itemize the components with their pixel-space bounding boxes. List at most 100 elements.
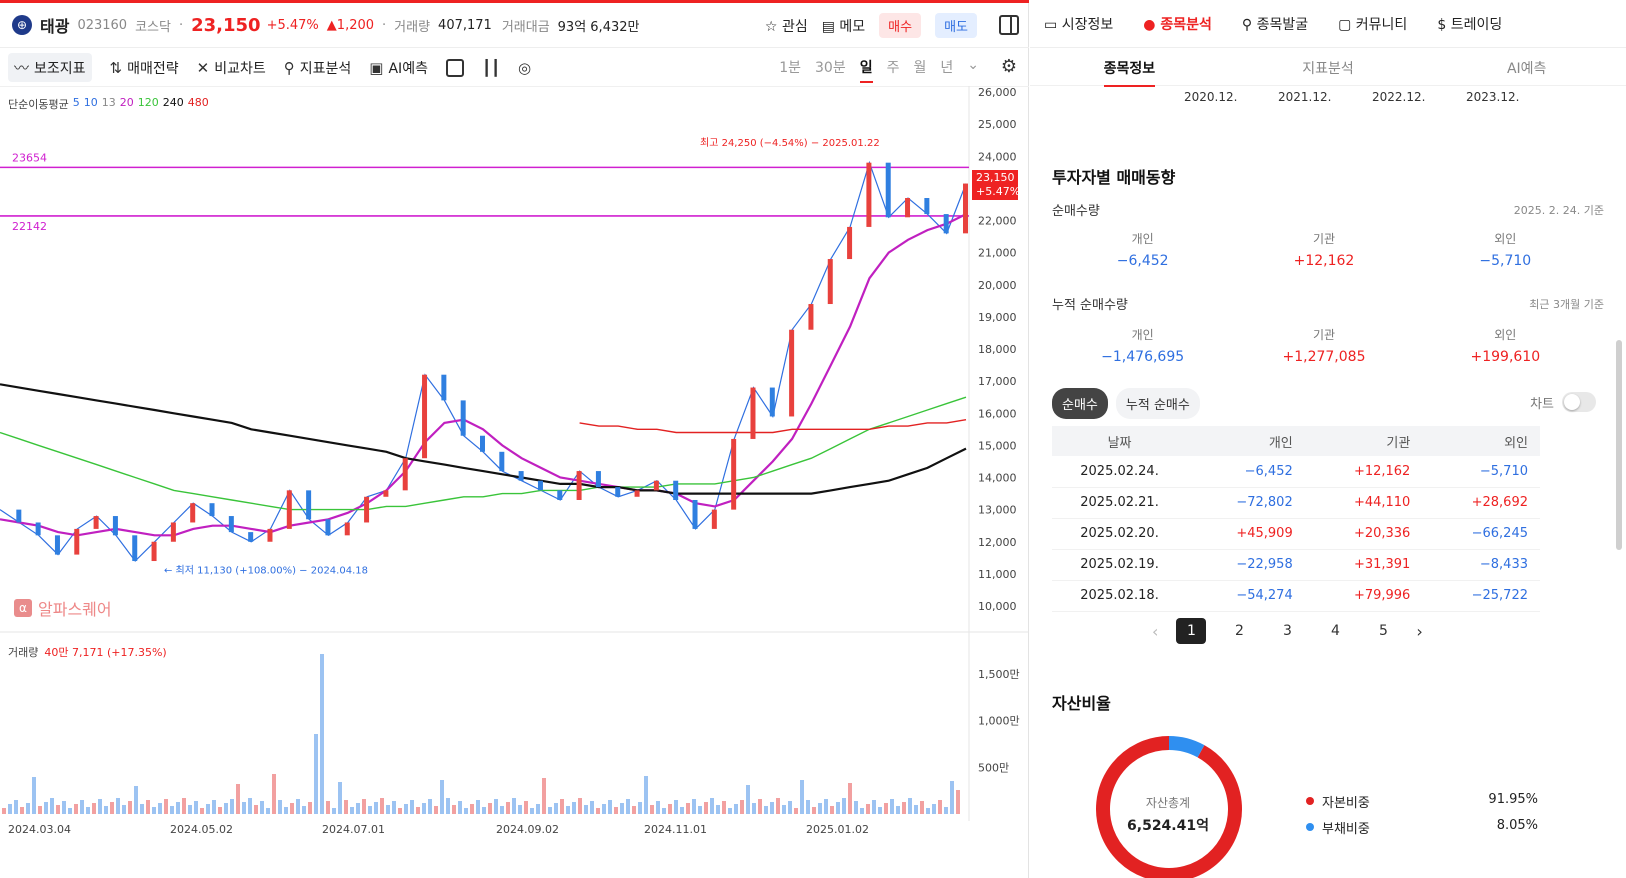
legend-value: 8.05% — [1496, 818, 1538, 833]
chart-toolbar: 〰 보조지표 ⇅ 매매전략 ✕ 비교차트 ⚲ 지표분석 ▣ AI예측 ┃┃ ◎ 1분 30… — [0, 49, 1029, 87]
asset-legend-equity: 자본비중 91.95% — [1306, 792, 1538, 811]
prev-page-icon[interactable]: ‹ — [1152, 621, 1159, 641]
volume-bar — [38, 806, 42, 814]
candle — [402, 458, 408, 491]
seg-net-buy[interactable]: 순매수 — [1052, 388, 1108, 419]
candle — [827, 259, 833, 305]
kv-value: +199,610 — [1470, 349, 1541, 365]
year-label: 2020.12. — [1184, 90, 1238, 104]
seg-cum-net-buy[interactable]: 누적 순매수 — [1115, 388, 1200, 419]
asset-section-title: 자산비율 — [1052, 694, 1111, 713]
buy-button[interactable]: 매수 — [879, 13, 922, 38]
period-30min[interactable]: 30분 — [815, 60, 846, 76]
kv-value: +1,277,085 — [1282, 349, 1366, 365]
y-tick-label: 11,000 — [978, 568, 1017, 581]
ma-legend-item: 120 — [137, 96, 159, 109]
volume-tick-label: 1,000만 — [978, 715, 1020, 728]
volume-bar — [944, 807, 948, 814]
cum-individual: 개인 −1,476,695 — [1052, 326, 1233, 365]
volume-bar — [338, 782, 342, 814]
volume-bar — [848, 783, 852, 814]
gear-icon[interactable]: ⚙ — [1000, 56, 1017, 77]
candle — [460, 400, 466, 436]
page-4[interactable]: 4 — [1330, 623, 1340, 639]
y-tick-label: 20,000 — [978, 279, 1017, 292]
volume-bar — [8, 804, 12, 814]
volume-bar — [344, 800, 348, 814]
table-cell: 2025.02.19. — [1052, 549, 1188, 581]
tool-analysis[interactable]: ⚲ 지표분석 — [284, 58, 352, 78]
table-cell: +79,996 — [1304, 580, 1423, 612]
volume-bar — [128, 801, 132, 814]
price-chart[interactable]: 26,00025,00024,00023,00022,00021,00020,0… — [0, 86, 1029, 846]
panel-scrollbar[interactable] — [1616, 340, 1622, 550]
period-day[interactable]: 일 — [859, 57, 873, 83]
volume-bar — [146, 800, 150, 814]
next-page-icon[interactable]: › — [1416, 621, 1423, 641]
watch-button[interactable]: ☆ 관심 — [765, 16, 808, 36]
volume-bar — [86, 807, 90, 814]
kv-value: −5,710 — [1479, 253, 1532, 269]
period-year[interactable]: 년 — [940, 60, 954, 76]
period-week[interactable]: 주 — [886, 60, 900, 76]
nav-market[interactable]: ▭ 시장정보 — [1044, 14, 1113, 34]
square-tool-icon[interactable] — [445, 58, 464, 77]
table-cell: −5,710 — [1422, 456, 1540, 488]
volume-bar — [596, 808, 600, 814]
sell-button[interactable]: 매도 — [935, 13, 977, 38]
volume-bar — [230, 799, 234, 814]
volume-bar — [332, 808, 336, 814]
tool-indicators[interactable]: 〰 보조지표 — [8, 53, 92, 82]
candle — [557, 490, 563, 500]
tab-stock-info[interactable]: 종목정보 — [1030, 48, 1229, 87]
chart-icon: ▭ — [1044, 16, 1058, 33]
page-2[interactable]: 2 — [1234, 623, 1244, 639]
col-foreign: 외인 — [1422, 426, 1540, 456]
tool-compare[interactable]: ✕ 비교차트 — [197, 58, 266, 78]
tab-indicators[interactable]: 지표분석 — [1229, 48, 1428, 85]
tool-strategy[interactable]: ⇅ 매매전략 — [110, 58, 179, 78]
nav-analysis[interactable]: ● 종목분석 — [1143, 14, 1212, 34]
tool-ai-predict[interactable]: ▣ AI예측 — [369, 58, 428, 78]
nav-community[interactable]: ▢ 커뮤니티 — [1338, 14, 1407, 34]
nav-discovery[interactable]: ⚲ 종목발굴 — [1242, 14, 1308, 34]
y-tick-label: 18,000 — [978, 343, 1017, 356]
chart-toggle[interactable]: 차트 — [1530, 392, 1596, 412]
nav-label: 커뮤니티 — [1355, 16, 1408, 33]
strategy-icon: ⇅ — [109, 58, 123, 77]
volume-bar — [860, 808, 864, 814]
legend-value: 91.95% — [1488, 792, 1538, 807]
chart-switch[interactable] — [1562, 392, 1596, 412]
memo-button[interactable]: ▤ 메모 — [822, 16, 865, 36]
page-5[interactable]: 5 — [1378, 623, 1388, 639]
volume-bar — [110, 802, 114, 814]
camera-icon[interactable]: ◎ — [518, 58, 532, 77]
volume-bar — [308, 802, 312, 814]
volume-bar — [734, 804, 738, 814]
volume-bar — [806, 800, 810, 814]
candle-tool-icon[interactable]: ┃┃ — [481, 58, 501, 77]
nav-label: 종목발굴 — [1256, 16, 1309, 33]
page-1[interactable]: 1 — [1176, 618, 1207, 644]
chevron-down-icon[interactable]: ⌄ — [967, 57, 979, 73]
volume-bar — [512, 798, 516, 814]
volume-bar — [500, 806, 504, 814]
candle — [364, 496, 370, 523]
volume-bar — [548, 807, 552, 814]
asset-total: 자산총계 6,524.41억 — [1090, 794, 1246, 835]
volume-bar — [932, 804, 936, 814]
sidebar-toggle-icon[interactable] — [999, 15, 1019, 35]
period-1min[interactable]: 1분 — [779, 60, 801, 76]
x-tick-label: 2024.03.04 — [8, 823, 71, 836]
nav-trading[interactable]: $ 트레이딩 — [1437, 14, 1502, 34]
volume-bar — [188, 805, 192, 814]
page-3[interactable]: 3 — [1282, 623, 1292, 639]
candle — [325, 519, 331, 536]
tab-ai[interactable]: AI예측 — [1427, 48, 1626, 85]
volume-bar — [578, 798, 582, 814]
y-tick-label: 15,000 — [978, 439, 1017, 452]
period-month[interactable]: 월 — [913, 60, 927, 76]
star-icon: ☆ — [764, 18, 778, 35]
investor-section-title: 투자자별 매매동향 — [1052, 168, 1176, 187]
amount-value: 93억 6,432만 — [557, 19, 640, 35]
